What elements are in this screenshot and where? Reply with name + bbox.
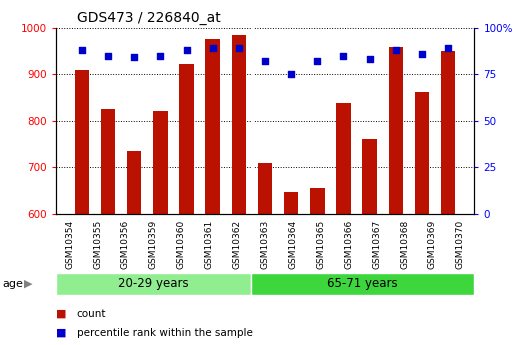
- Text: 20-29 years: 20-29 years: [118, 277, 189, 290]
- Point: [339, 53, 348, 58]
- Text: GSM10365: GSM10365: [316, 220, 325, 269]
- Text: GSM10354: GSM10354: [65, 220, 74, 269]
- Point: [365, 57, 374, 62]
- Text: GDS473 / 226840_at: GDS473 / 226840_at: [77, 11, 220, 25]
- Point: [392, 47, 400, 53]
- Bar: [251, 273, 474, 295]
- Bar: [441, 51, 455, 214]
- Point: [130, 55, 138, 60]
- Text: GSM10362: GSM10362: [233, 220, 242, 269]
- Bar: [153, 111, 167, 214]
- Text: GSM10367: GSM10367: [372, 220, 381, 269]
- Point: [313, 58, 322, 64]
- Text: GSM10360: GSM10360: [177, 220, 186, 269]
- Bar: [75, 69, 89, 214]
- Bar: [127, 151, 142, 214]
- Text: GSM10366: GSM10366: [344, 220, 353, 269]
- Text: GSM10369: GSM10369: [428, 220, 437, 269]
- Text: 65-71 years: 65-71 years: [328, 277, 398, 290]
- Text: count: count: [77, 309, 107, 319]
- Point: [182, 47, 191, 53]
- Point: [104, 53, 112, 58]
- Bar: [363, 139, 377, 214]
- Point: [77, 47, 86, 53]
- Point: [418, 51, 426, 57]
- Bar: [284, 191, 298, 214]
- Text: age: age: [3, 279, 23, 289]
- Text: GSM10355: GSM10355: [93, 220, 102, 269]
- Bar: [337, 103, 351, 214]
- Point: [208, 45, 217, 51]
- Bar: [415, 92, 429, 214]
- Text: GSM10356: GSM10356: [121, 220, 130, 269]
- Bar: [310, 188, 324, 214]
- Bar: [232, 34, 246, 214]
- Text: ■: ■: [56, 328, 66, 338]
- Bar: [56, 273, 251, 295]
- Text: GSM10368: GSM10368: [400, 220, 409, 269]
- Point: [287, 71, 295, 77]
- Point: [261, 58, 269, 64]
- Text: ■: ■: [56, 309, 66, 319]
- Bar: [258, 162, 272, 214]
- Text: GSM10364: GSM10364: [288, 220, 297, 269]
- Point: [235, 45, 243, 51]
- Text: ▶: ▶: [24, 279, 32, 289]
- Bar: [179, 64, 193, 214]
- Point: [444, 45, 453, 51]
- Text: GSM10361: GSM10361: [205, 220, 214, 269]
- Bar: [206, 39, 220, 214]
- Bar: [101, 109, 115, 214]
- Text: GSM10370: GSM10370: [456, 220, 465, 269]
- Point: [156, 53, 165, 58]
- Text: GSM10359: GSM10359: [149, 220, 158, 269]
- Text: GSM10363: GSM10363: [261, 220, 269, 269]
- Text: percentile rank within the sample: percentile rank within the sample: [77, 328, 253, 338]
- Bar: [388, 47, 403, 214]
